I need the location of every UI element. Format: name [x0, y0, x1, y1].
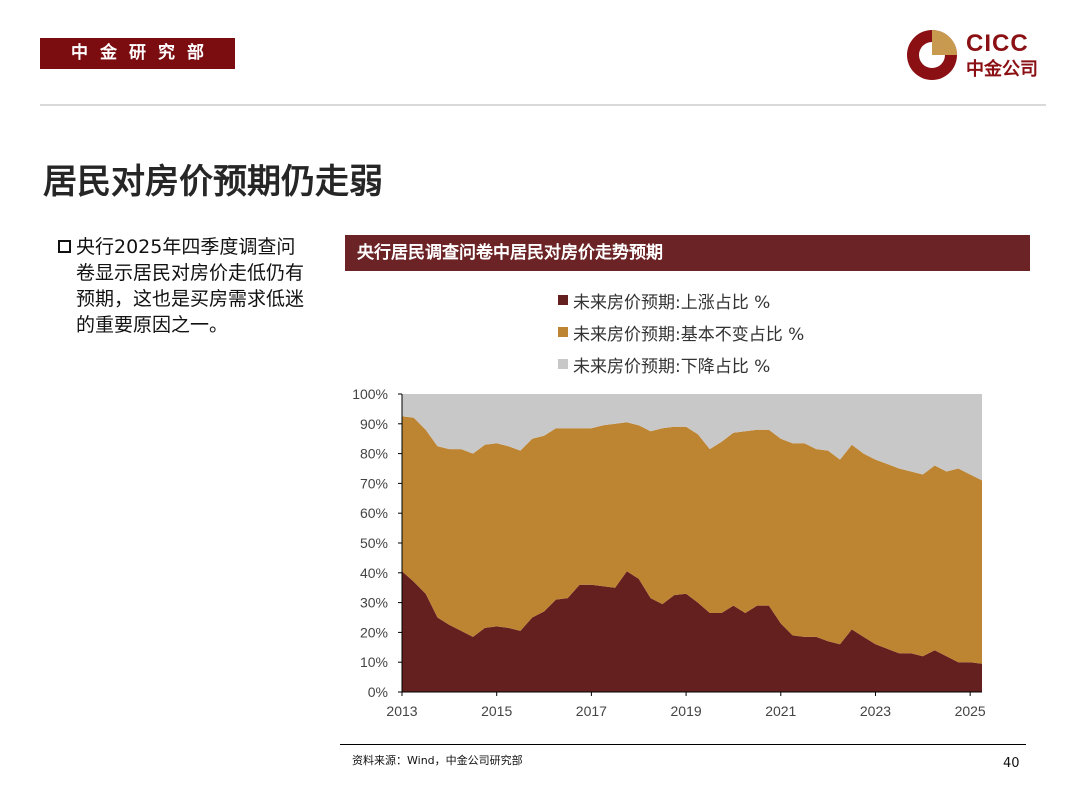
chart-header: 央行居民调查问卷中居民对房价走势预期 — [345, 235, 1030, 271]
x-tick-label: 2013 — [386, 703, 417, 719]
x-tick-label: 2015 — [481, 703, 512, 719]
x-tick-label: 2019 — [671, 703, 702, 719]
logo-text-cn: 中金公司 — [966, 59, 1038, 80]
y-tick-label: 40% — [360, 565, 388, 581]
stacked-area-chart: 0% 10% 20% 30% 40% 50% 60% 70% 80% 90% 100% 2013 201… — [352, 386, 986, 719]
y-tick-label: 30% — [360, 595, 388, 611]
y-tick-label: 50% — [360, 535, 388, 551]
area-fall — [402, 394, 982, 481]
y-tick-label: 100% — [352, 386, 388, 402]
y-tick-label: 60% — [360, 505, 388, 521]
legend-swatch-fall — [558, 359, 568, 369]
y-tick-label: 10% — [360, 654, 388, 670]
area-flat — [402, 416, 982, 664]
bullet-point: 央行2025年四季度调查问卷显示居民对房价走低仍有预期，这也是买房需求低迷的重要… — [58, 234, 313, 338]
legend-item-rise: 未来房价预期:上涨占比 % — [558, 284, 804, 316]
top-divider — [40, 104, 1046, 106]
square-bullet-icon — [58, 240, 71, 253]
dept-tag: 中金研究部 — [40, 38, 235, 69]
legend-label-flat: 未来房价预期:基本不变占比 % — [573, 324, 805, 345]
y-tick-label: 20% — [360, 624, 388, 640]
chart-legend: 未来房价预期:上涨占比 % 未来房价预期:基本不变占比 % 未来房价预期:下降占… — [558, 284, 804, 380]
y-tick-label: 70% — [360, 475, 388, 491]
y-tick-label: 90% — [360, 416, 388, 432]
bullet-text: 央行2025年四季度调查问卷显示居民对房价走低仍有预期，这也是买房需求低迷的重要… — [76, 236, 305, 336]
x-tick-label: 2017 — [576, 703, 607, 719]
x-tick-label: 2023 — [860, 703, 891, 719]
page-number: 40 — [1003, 756, 1020, 771]
y-tick-label: 80% — [360, 446, 388, 462]
x-tick-label: 2025 — [955, 703, 986, 719]
legend-swatch-rise — [558, 295, 568, 305]
legend-swatch-flat — [558, 327, 568, 337]
source-note: 资料来源：Wind，中金公司研究部 — [352, 754, 523, 767]
logo-text-en: CICC — [966, 30, 1029, 57]
legend-label-fall: 未来房价预期:下降占比 % — [573, 356, 771, 377]
area-rise — [402, 571, 982, 692]
page-title: 居民对房价预期仍走弱 — [43, 162, 383, 202]
y-tick-label: 0% — [368, 684, 388, 700]
legend-item-fall: 未来房价预期:下降占比 % — [558, 348, 804, 380]
legend-item-flat: 未来房价预期:基本不变占比 % — [558, 316, 804, 348]
source-divider — [340, 744, 1026, 745]
legend-label-rise: 未来房价预期:上涨占比 % — [573, 292, 771, 313]
x-tick-label: 2021 — [765, 703, 796, 719]
cicc-logo-icon — [907, 30, 957, 80]
